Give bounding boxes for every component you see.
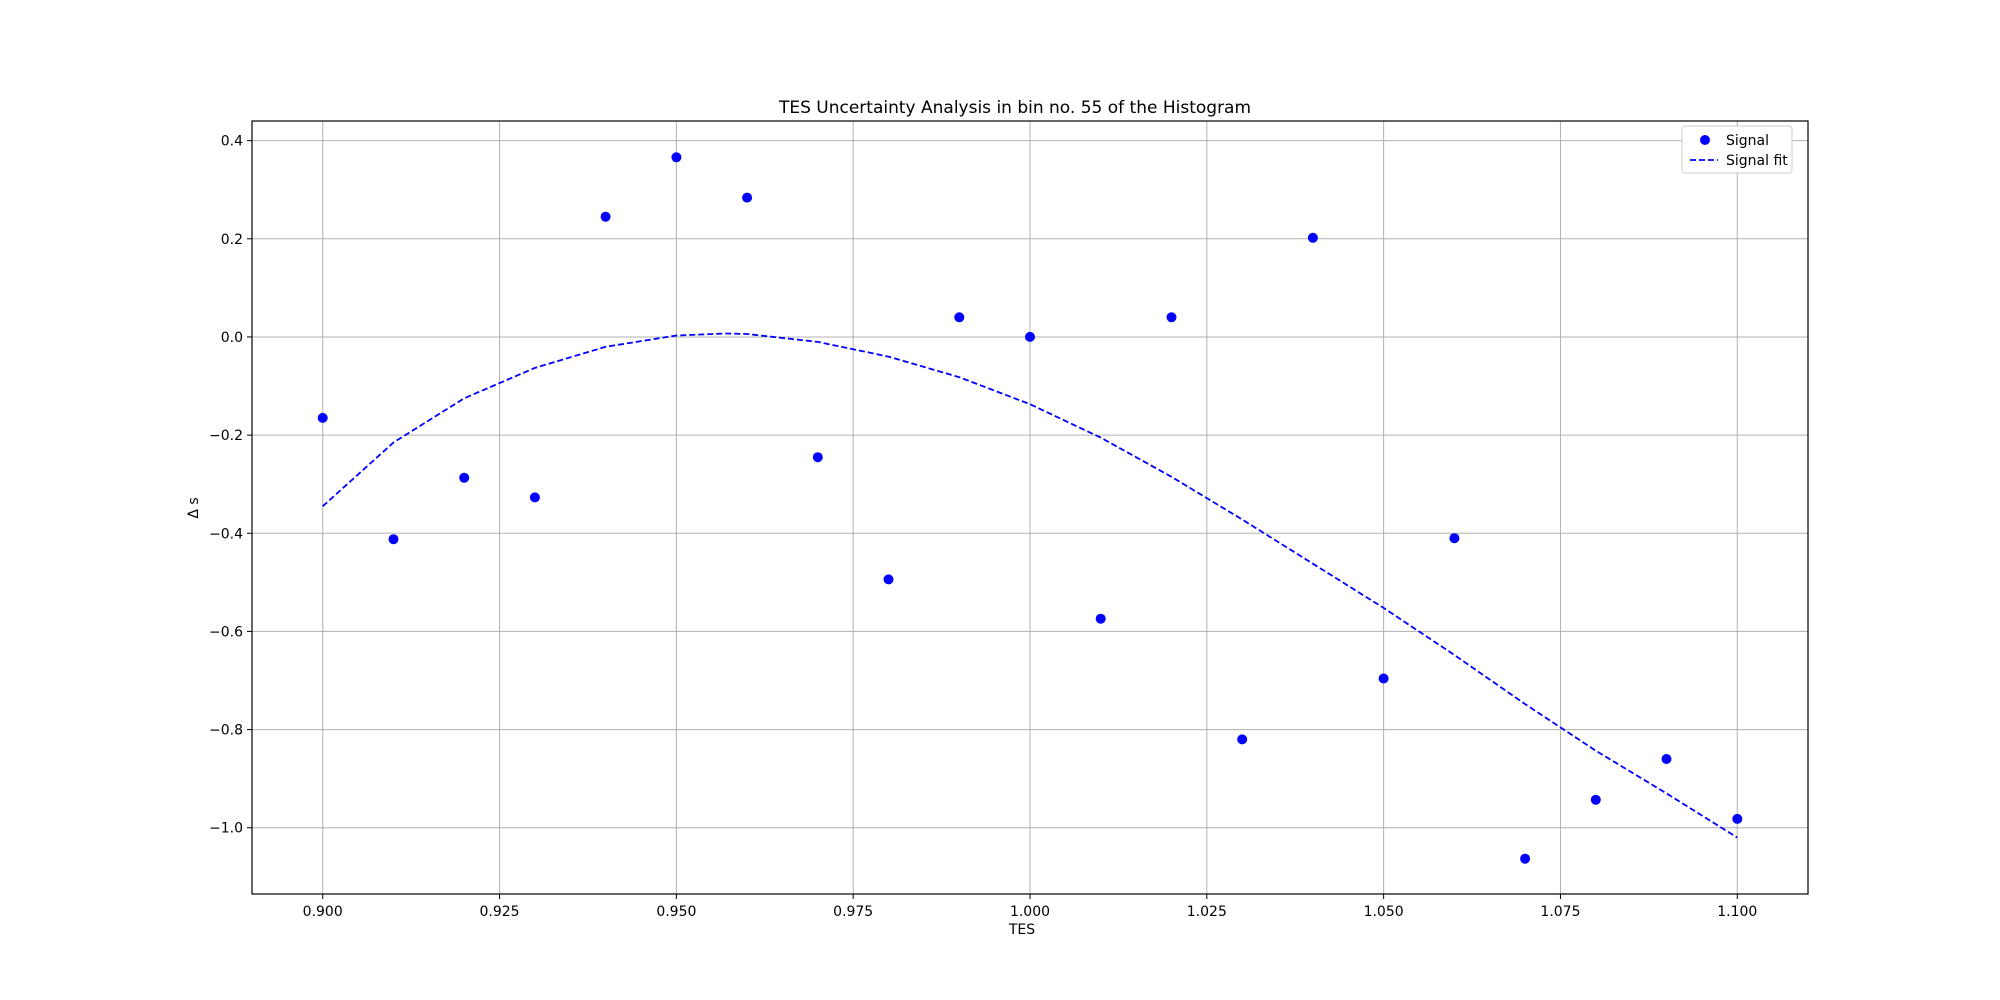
y-tick-label: 0.2 — [221, 232, 243, 248]
x-tick-label: 1.100 — [1717, 904, 1757, 920]
legend-signal-marker — [1700, 135, 1710, 145]
x-tick-label: 1.075 — [1540, 904, 1580, 920]
y-tick-label: −0.8 — [209, 723, 243, 739]
signal-point — [600, 211, 611, 222]
signal-point — [883, 574, 894, 585]
y-tick-label: −0.2 — [209, 428, 243, 444]
x-tick-label: 0.900 — [303, 904, 343, 920]
signal-point — [388, 534, 399, 545]
signal-point — [1590, 794, 1601, 805]
points-layer — [317, 152, 1743, 864]
y-tick-label: −0.4 — [209, 526, 243, 542]
y-axis: 0.4 0.2 0.0 −0.2 −0.4 −0.6 −0.8 −1.0 — [209, 134, 252, 837]
legend: Signal Signal fit — [1681, 125, 1793, 174]
y-tick-label: −0.6 — [209, 624, 243, 640]
legend-box — [1681, 125, 1793, 174]
x-tick-label: 0.950 — [656, 904, 696, 920]
chart-title: TES Uncertainty Analysis in bin no. 55 o… — [778, 98, 1251, 118]
grid — [252, 121, 1808, 894]
signal-point — [1095, 613, 1106, 624]
signal-point — [1025, 331, 1035, 342]
signal-point — [1237, 734, 1248, 745]
signal-point — [317, 412, 328, 423]
signal-point — [742, 192, 753, 203]
x-tick-label: 1.025 — [1187, 904, 1227, 920]
signal-point — [1661, 754, 1672, 764]
signal-point — [671, 152, 682, 163]
signal-point — [1166, 312, 1177, 323]
signal-fit-line — [322, 332, 1738, 839]
signal-point — [1378, 673, 1389, 684]
signal-point — [954, 312, 965, 323]
y-axis-label: Δ s — [186, 497, 202, 518]
y-tick-label: 0.0 — [221, 330, 243, 346]
legend-signal-label: Signal — [1726, 133, 1769, 149]
x-tick-label: 1.050 — [1364, 904, 1404, 920]
signal-point — [1732, 813, 1743, 824]
x-tick-label: 1.000 — [1010, 904, 1050, 920]
signal-point — [1307, 232, 1318, 243]
fit-layer — [322, 332, 1738, 839]
x-axis: 0.900 0.925 0.950 0.975 1.000 1.025 1.050 1.075… — [303, 894, 1757, 920]
y-tick-label: −1.0 — [209, 821, 243, 837]
x-axis-label: TES — [1008, 922, 1035, 938]
signal-point — [812, 452, 823, 463]
y-tick-label: 0.4 — [221, 134, 243, 150]
x-tick-label: 0.925 — [479, 904, 519, 920]
signal-point — [1449, 533, 1460, 544]
x-tick-label: 0.975 — [833, 904, 873, 920]
signal-point — [529, 492, 540, 503]
legend-fit-label: Signal fit — [1726, 153, 1788, 169]
signal-point — [459, 472, 470, 483]
signal-point — [1520, 853, 1531, 864]
